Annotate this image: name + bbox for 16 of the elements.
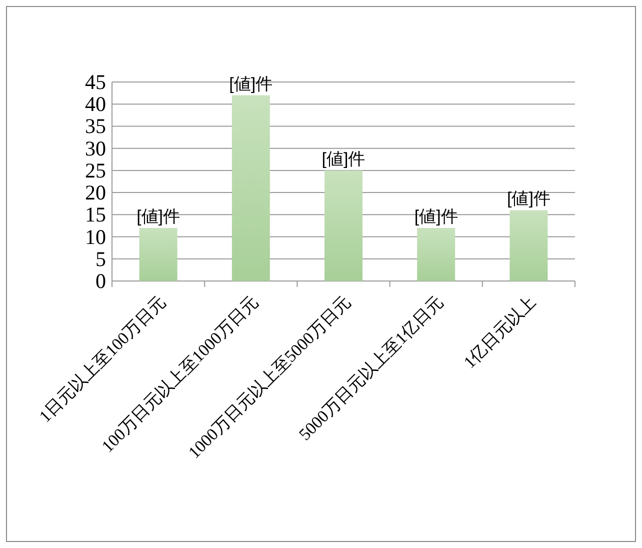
y-tick-label: 20 <box>85 180 106 205</box>
y-tick-label: 35 <box>85 114 106 138</box>
data-label: [値]件 <box>229 74 273 94</box>
y-tick-label: 45 <box>85 70 106 94</box>
y-tick-label: 40 <box>85 92 106 116</box>
y-tick-label: 15 <box>85 202 106 227</box>
data-label: [値]件 <box>322 149 366 168</box>
y-tick-label: 25 <box>85 158 106 182</box>
y-tick-label: 10 <box>85 224 106 249</box>
data-label: [値]件 <box>506 189 550 208</box>
x-tick-label: 1亿日元以上 <box>460 292 540 372</box>
y-tick-label: 30 <box>85 136 106 160</box>
data-label: [値]件 <box>414 206 458 226</box>
data-label: [値]件 <box>136 206 180 226</box>
y-tick-label: 0 <box>96 269 106 293</box>
y-tick-label: 5 <box>96 246 106 271</box>
